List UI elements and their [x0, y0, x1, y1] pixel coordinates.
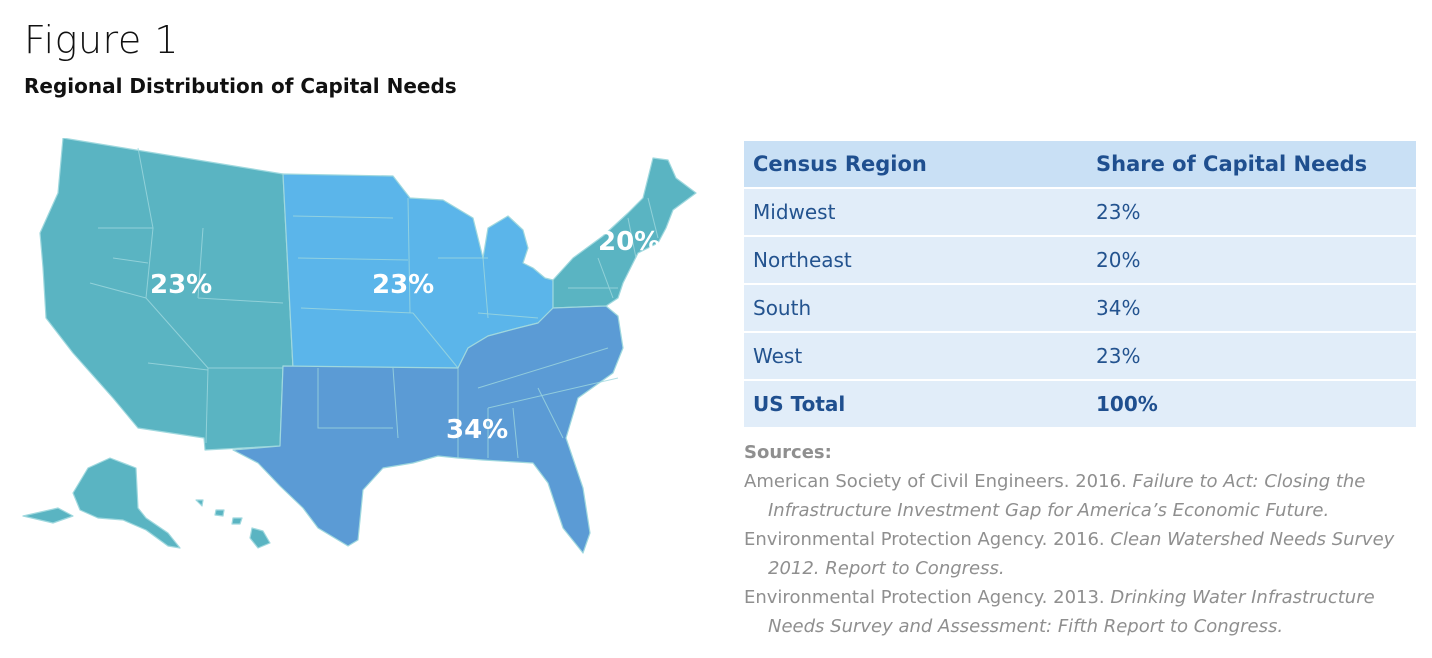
figure-title: Regional Distribution of Capital Needs: [24, 74, 457, 98]
region-label-midwest: 23%: [372, 270, 434, 300]
table-row: South 34%: [744, 283, 1416, 332]
northeast-state-borders: [568, 197, 659, 299]
cell-region: West: [744, 331, 1087, 380]
cell-region: Northeast: [744, 235, 1087, 284]
cell-region: Midwest: [744, 187, 1087, 236]
figure-label: Figure 1: [24, 18, 179, 62]
sources-heading: Sources:: [744, 442, 832, 463]
region-label-south: 34%: [446, 415, 508, 445]
source-prefix: American Society of Civil Engineers. 201…: [744, 471, 1133, 492]
table-total-row: US Total 100%: [744, 379, 1416, 427]
midwest-state-borders: [292, 197, 539, 369]
source-title: Drinking Water Infrastructure Needs Surv…: [768, 587, 1375, 637]
region-south: [232, 305, 624, 554]
region-west-hawaii: [195, 499, 271, 549]
region-label-west: 23%: [150, 270, 212, 300]
sources-section: Sources: American Society of Civil Engin…: [744, 438, 1424, 641]
region-label-northeast: 20%: [598, 227, 660, 257]
cell-region: South: [744, 283, 1087, 332]
source-reference: Environmental Protection Agency. 2013. D…: [744, 583, 1424, 641]
cell-total-label: US Total: [744, 379, 1087, 427]
source-reference: American Society of Civil Engineers. 201…: [744, 467, 1424, 525]
source-title: Failure to Act: Closing the Infrastructu…: [768, 471, 1366, 521]
region-west-alaska: [22, 457, 181, 549]
table-row: Northeast 20%: [744, 235, 1416, 284]
map-svg: 23% 23% 20% 34%: [22, 138, 697, 554]
source-prefix: Environmental Protection Agency. 2013.: [744, 587, 1111, 608]
cell-share: 23%: [1087, 187, 1416, 236]
south-state-borders: [317, 347, 619, 459]
source-title: Clean Watershed Needs Survey 2012. Repor…: [768, 529, 1395, 579]
header-census-region: Census Region: [744, 141, 1087, 188]
west-state-borders: [89, 147, 284, 444]
cell-total-share: 100%: [1087, 379, 1416, 427]
cell-share: 20%: [1087, 235, 1416, 284]
table-row: Midwest 23%: [744, 187, 1416, 236]
cell-share: 34%: [1087, 283, 1416, 332]
us-census-region-map: 23% 23% 20% 34%: [18, 138, 718, 558]
source-reference: Environmental Protection Agency. 2016. C…: [744, 525, 1424, 583]
capital-needs-table: Census Region Share of Capital Needs Mid…: [744, 141, 1416, 427]
source-prefix: Environmental Protection Agency. 2016.: [744, 529, 1111, 550]
region-northeast: [552, 157, 697, 309]
header-share: Share of Capital Needs: [1087, 141, 1416, 188]
table-header-row: Census Region Share of Capital Needs: [744, 141, 1416, 188]
table-row: West 23%: [744, 331, 1416, 380]
cell-share: 23%: [1087, 331, 1416, 380]
